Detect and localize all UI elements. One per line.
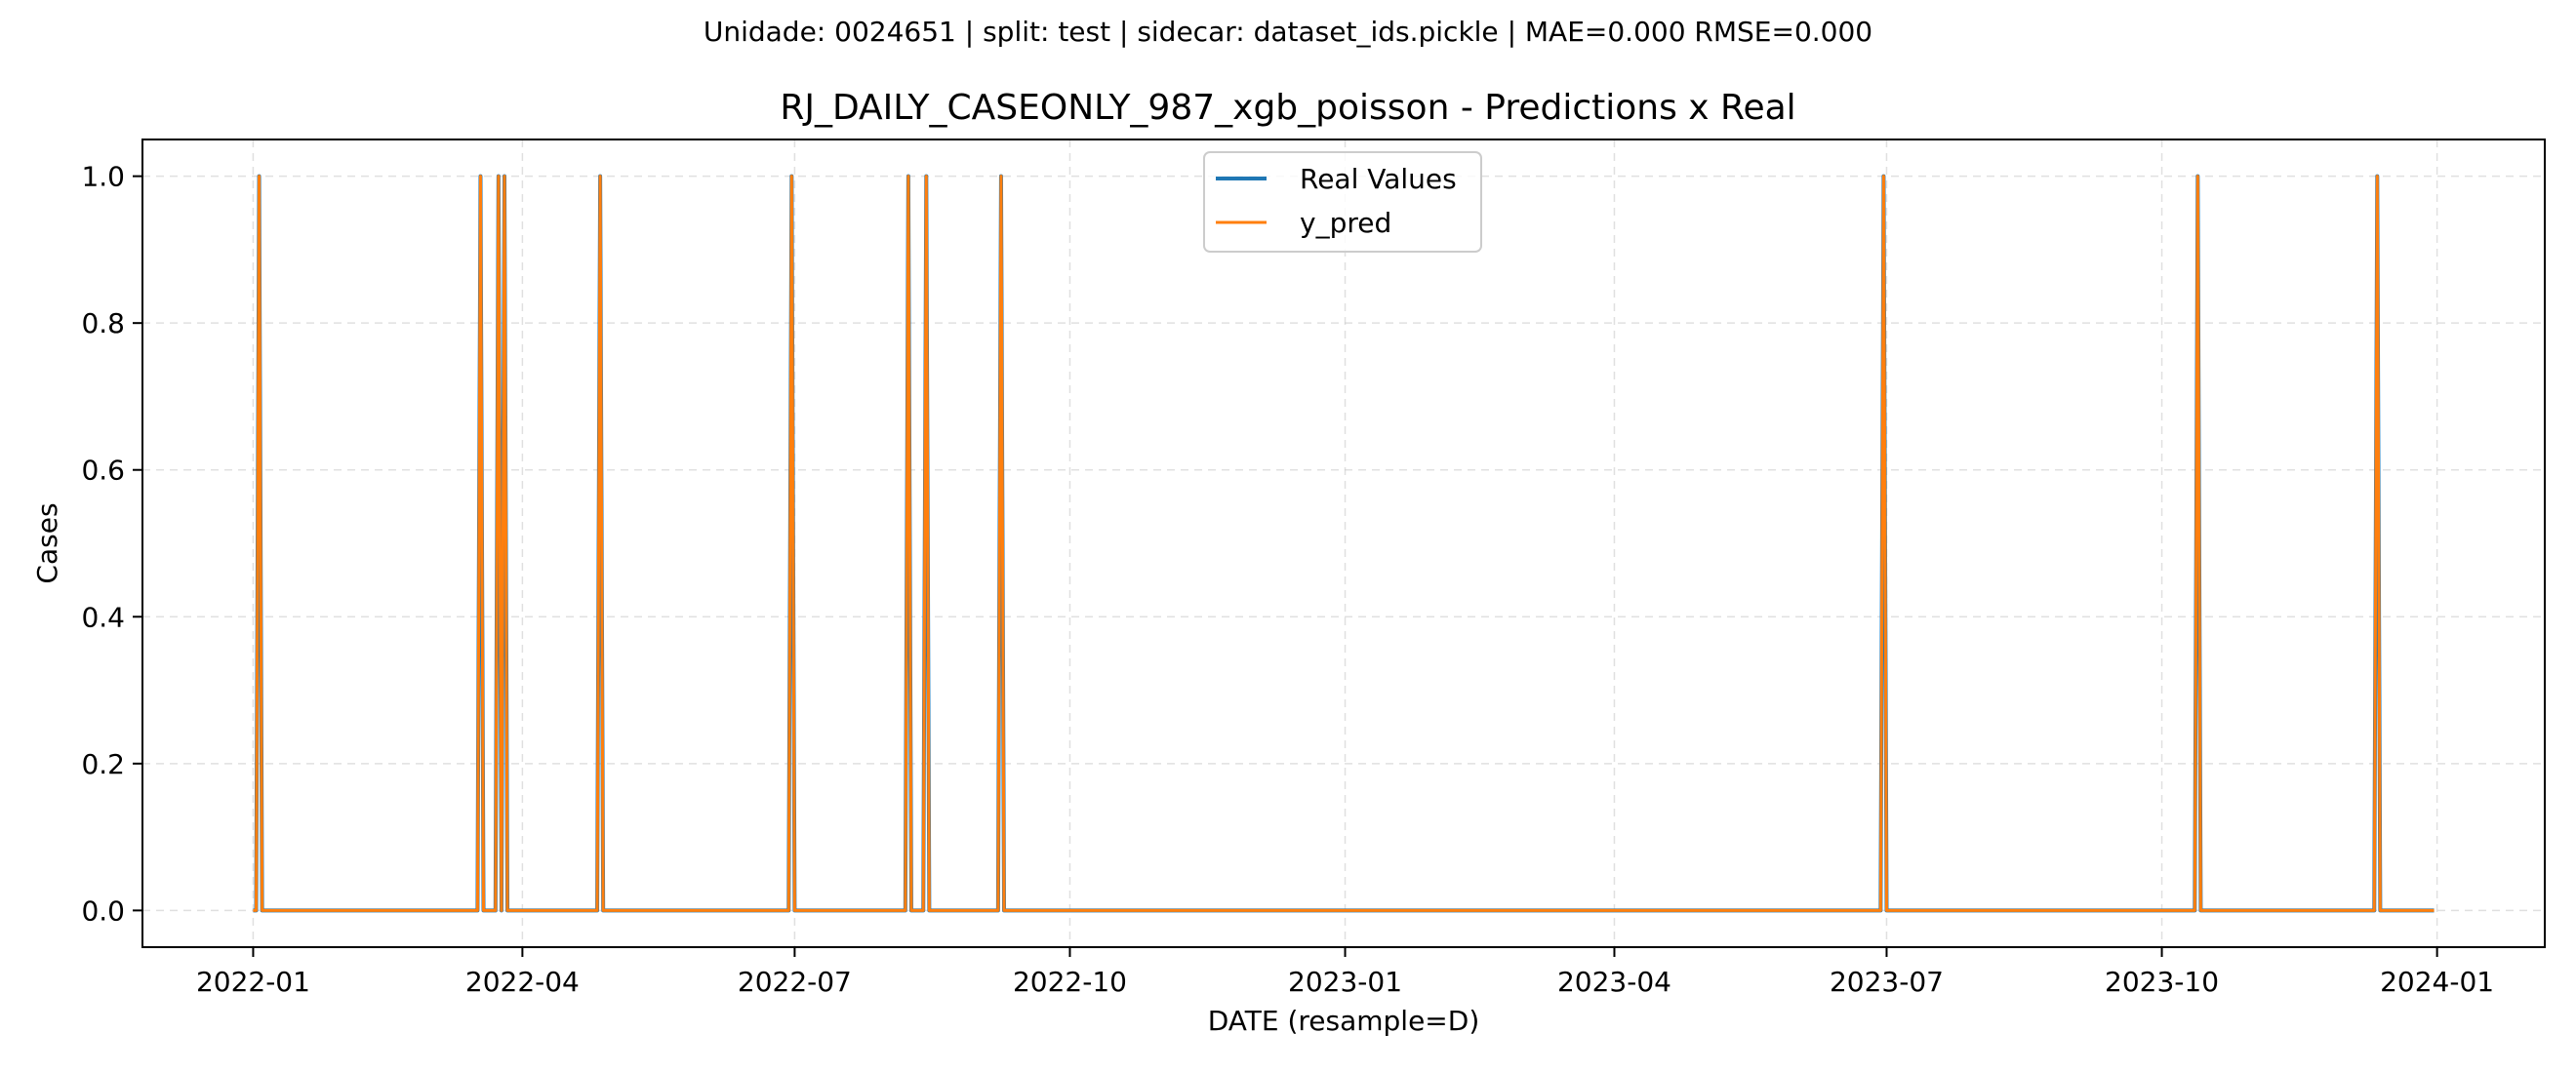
chart-suptitle: Unidade: 0024651 | split: test | sidecar…	[704, 16, 1872, 48]
plot-lines	[253, 174, 2435, 913]
x-axis-ticks: 2022-01 2022-04 2022-07 2022-10 2023-01 2023-…	[196, 947, 2494, 998]
x-tick-label: 2024-01	[2380, 966, 2494, 998]
y-axis-label: Cases	[31, 502, 63, 583]
x-tick-label: 2022-01	[196, 966, 310, 998]
x-tick-label: 2022-07	[738, 966, 852, 998]
series-line-y-pred	[253, 175, 2435, 912]
legend-label: y_pred	[1300, 207, 1391, 239]
y-tick-label: 0.0	[81, 894, 125, 927]
y-tick-label: 0.2	[81, 748, 125, 780]
series-line-real-values	[253, 174, 2435, 913]
y-tick-label: 1.0	[81, 161, 125, 193]
x-axis-label: DATE (resample=D)	[1208, 1005, 1480, 1037]
legend: Real Values y_pred	[1203, 151, 1482, 253]
x-tick-label: 2022-10	[1013, 966, 1127, 998]
y-tick-label: 0.4	[81, 601, 125, 633]
x-tick-label: 2023-04	[1557, 966, 1671, 998]
y-axis-ticks: 0.0 0.2 0.4 0.6 0.8 1.0	[81, 161, 142, 927]
x-tick-label: 2023-01	[1288, 966, 1402, 998]
x-tick-label: 2023-10	[2105, 966, 2219, 998]
legend-box	[1203, 151, 1482, 253]
x-tick-label: 2023-07	[1830, 966, 1944, 998]
y-tick-label: 0.8	[81, 307, 125, 339]
plot-frame	[141, 139, 2546, 948]
legend-label: Real Values	[1300, 163, 1457, 195]
y-tick-label: 0.6	[81, 455, 125, 487]
x-tick-label: 2022-04	[465, 966, 580, 998]
chart-title: RJ_DAILY_CASEONLY_987_xgb_poisson - Pred…	[780, 88, 1795, 128]
